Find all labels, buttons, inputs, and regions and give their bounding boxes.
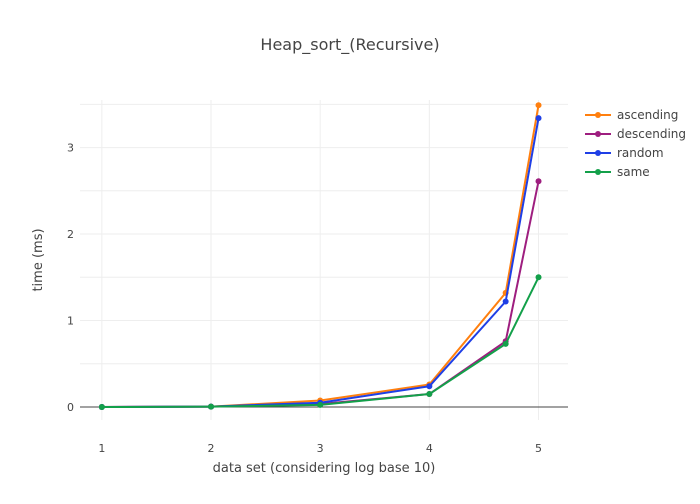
series-same [98, 274, 542, 411]
data-point-same[interactable] [98, 404, 105, 411]
y-tick-label: 1 [67, 315, 74, 328]
y-tick-label: 3 [67, 142, 74, 155]
data-point-ascending[interactable] [535, 102, 542, 109]
x-tick-labels: 1 2 3 4 5 [98, 442, 542, 455]
x-tick-label: 3 [317, 442, 324, 455]
legend-item-descending[interactable]: descending [585, 127, 686, 141]
legend-label: random [617, 146, 664, 160]
x-tick-label: 1 [98, 442, 105, 455]
y-tick-label: 0 [67, 401, 74, 414]
data-point-same[interactable] [208, 403, 215, 410]
legend-item-random[interactable]: random [585, 146, 664, 160]
data-point-random[interactable] [535, 115, 542, 122]
data-point-same[interactable] [426, 391, 433, 398]
data-point-descending[interactable] [535, 178, 542, 185]
legend-label: same [617, 165, 650, 179]
legend-marker [595, 169, 601, 175]
data-point-random[interactable] [426, 383, 433, 390]
x-tick-label: 5 [535, 442, 542, 455]
data-point-same[interactable] [535, 274, 542, 281]
x-tick-label: 4 [426, 442, 433, 455]
y-tick-labels: 0 1 2 3 [67, 142, 74, 414]
legend-marker [595, 131, 601, 137]
legend-label: descending [617, 127, 686, 141]
legend-item-ascending[interactable]: ascending [585, 108, 678, 122]
chart-title: Heap_sort_(Recursive) [260, 35, 439, 55]
y-tick-label: 2 [67, 228, 74, 241]
series-layer [98, 102, 542, 411]
grid-layer [80, 100, 568, 420]
legend-marker [595, 150, 601, 156]
y-axis-title: time (ms) [31, 228, 46, 291]
legend-item-same[interactable]: same [585, 165, 650, 179]
series-line-same [101, 276, 540, 409]
x-tick-label: 2 [208, 442, 215, 455]
legend-marker [595, 112, 601, 118]
legend[interactable]: ascending descending random same [585, 108, 686, 179]
data-point-random[interactable] [502, 298, 509, 305]
data-point-same[interactable] [317, 401, 324, 408]
x-axis-title: data set (considering log base 10) [213, 461, 436, 476]
data-point-same[interactable] [502, 340, 509, 347]
legend-label: ascending [617, 108, 678, 122]
